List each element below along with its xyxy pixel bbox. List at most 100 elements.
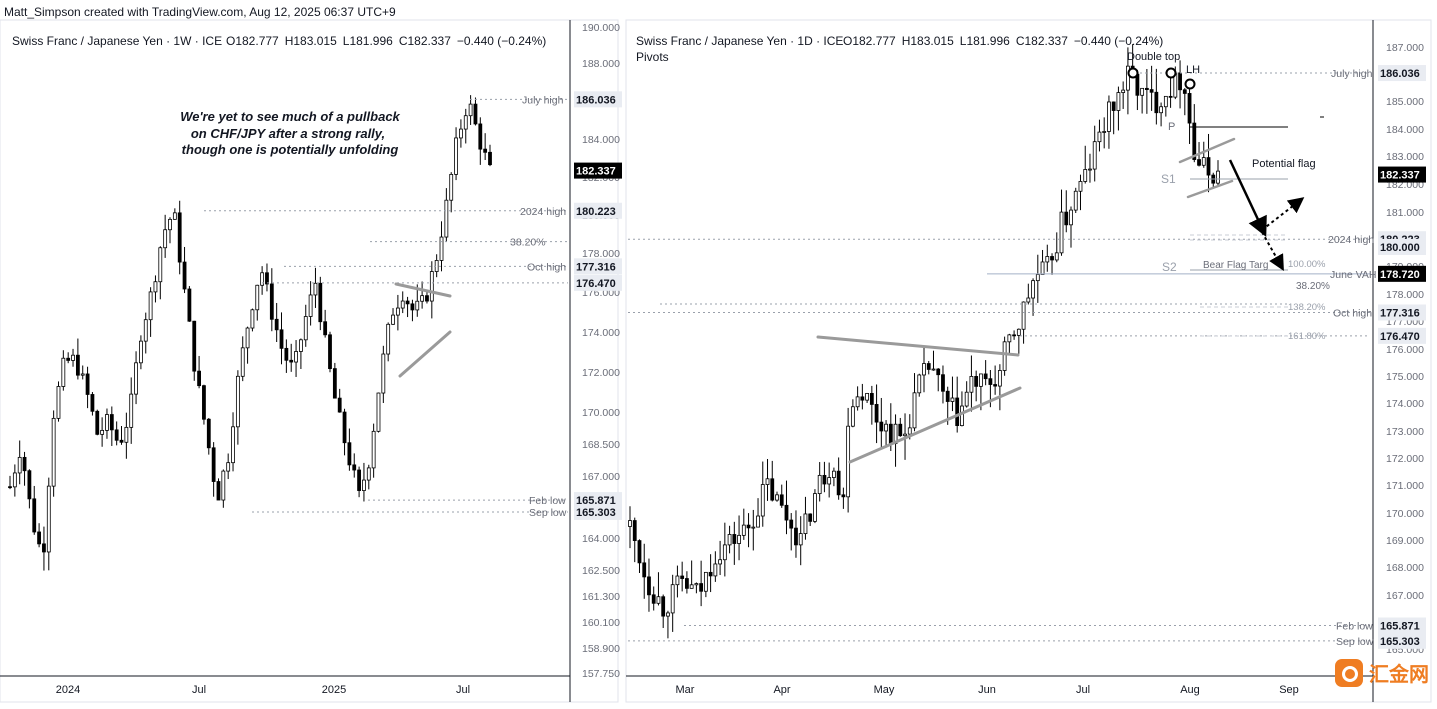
- watermark-text: 汇金网: [1369, 662, 1429, 686]
- candle: [468, 95, 473, 125]
- candle: [1088, 153, 1092, 183]
- chart-annotation: 100.00%: [1288, 259, 1326, 270]
- candle: [803, 496, 808, 540]
- chart-title: Swiss Franc / Japanese Yen · 1D · ICE: [636, 34, 843, 48]
- candle: [100, 417, 105, 447]
- candle: [32, 485, 37, 535]
- y-tick-label: 168.000: [1386, 562, 1424, 574]
- candle: [163, 214, 168, 258]
- candle: [371, 423, 376, 478]
- y-tick-label: 184.000: [582, 134, 620, 146]
- candle: [855, 386, 860, 411]
- candle: [912, 373, 917, 432]
- candle: [941, 365, 945, 404]
- candle: [245, 326, 250, 364]
- panel-frame: [625, 19, 1432, 703]
- ohlc-value: H183.015: [902, 34, 954, 48]
- candle: [751, 509, 756, 551]
- candle: [775, 491, 779, 502]
- candle: [760, 461, 765, 527]
- candle: [434, 254, 439, 278]
- candle: [722, 522, 727, 577]
- candle: [124, 412, 129, 459]
- candle: [323, 309, 328, 338]
- candles: [628, 44, 1220, 639]
- ohlc-value: −0.440 (−0.24%): [1074, 34, 1163, 48]
- candle: [703, 571, 708, 598]
- candle: [342, 408, 347, 456]
- chart-annotation: 161.80%: [1288, 331, 1326, 342]
- price-axis-label: 182.337: [574, 162, 622, 179]
- candle: [1040, 249, 1045, 275]
- candle: [22, 451, 27, 486]
- candle: [168, 217, 172, 244]
- candle: [347, 428, 352, 471]
- svg-text:182.337: 182.337: [576, 166, 616, 178]
- annotation-text: We're yet to see much of a pullback on CH…: [180, 109, 400, 157]
- candle: [732, 521, 737, 565]
- y-tick-label: 178.000: [1386, 289, 1424, 301]
- candle: [51, 410, 56, 497]
- price-axis-label: 176.470: [1378, 327, 1426, 344]
- arrow-down: [1228, 159, 1267, 238]
- arrow-dashed-up: [1261, 197, 1305, 231]
- x-tick-label: Sep: [1279, 684, 1299, 696]
- candle: [328, 331, 332, 373]
- candle: [647, 558, 651, 612]
- price-axis: 190.000188.000186.000184.000182.000180.0…: [574, 22, 622, 680]
- candle: [478, 117, 483, 165]
- candle: [1102, 117, 1107, 149]
- annotation-line: We're yet to see much of a pullback: [180, 109, 400, 124]
- candle: [308, 281, 313, 326]
- candle: [279, 312, 284, 365]
- candle: [231, 412, 235, 472]
- price-axis-label: 165.303: [574, 503, 622, 520]
- y-tick-label: 190.000: [582, 22, 620, 34]
- candle: [381, 345, 386, 403]
- candle: [459, 119, 463, 148]
- price-axis-label: 186.036: [1378, 65, 1426, 82]
- candle: [632, 517, 637, 563]
- y-tick-label: 174.000: [1386, 398, 1424, 410]
- candle: [148, 287, 153, 337]
- candle: [61, 350, 66, 391]
- trend-line: [398, 330, 452, 378]
- y-tick-label: 162.500: [582, 565, 620, 577]
- trend-line: [394, 282, 452, 298]
- candle: [637, 539, 642, 574]
- candle: [718, 540, 722, 576]
- candle: [66, 352, 71, 364]
- chart-annotation: 138.20%: [1288, 302, 1326, 313]
- chart-title: Swiss Franc / Japanese Yen · 1W · ICE: [12, 34, 222, 48]
- candle: [1054, 232, 1059, 263]
- candle: [269, 268, 274, 332]
- candle: [177, 200, 182, 275]
- candle: [993, 365, 998, 395]
- candle: [1216, 160, 1220, 186]
- price-axis: 187.000185.000184.000183.000182.000181.0…: [1378, 42, 1426, 656]
- candle: [274, 302, 279, 343]
- x-tick-label: Jul: [456, 684, 470, 696]
- candle: [449, 172, 454, 213]
- candle: [694, 582, 699, 594]
- x-tick-label: Jul: [192, 684, 206, 696]
- panel-frame: [0, 19, 619, 703]
- candle: [129, 377, 134, 444]
- candle: [109, 406, 114, 446]
- candle: [836, 457, 841, 500]
- candle: [1012, 330, 1016, 340]
- x-tick-label: Aug: [1180, 684, 1200, 696]
- candle: [898, 417, 903, 437]
- svg-text:176.470: 176.470: [1380, 331, 1420, 343]
- candle: [779, 484, 784, 508]
- candle: [172, 208, 177, 220]
- level-label: 2024 high: [520, 206, 566, 218]
- candle: [90, 392, 95, 416]
- level-label: 2024 high: [1328, 234, 1374, 246]
- candle: [488, 144, 492, 167]
- ohlc-value: O182.777: [843, 34, 896, 48]
- ohlc-readout: O182.777 H183.015 L181.996 C182.337 −0.440 (…: [843, 34, 1163, 48]
- candle: [1016, 328, 1021, 354]
- candle: [1206, 133, 1211, 193]
- candle: [105, 408, 109, 439]
